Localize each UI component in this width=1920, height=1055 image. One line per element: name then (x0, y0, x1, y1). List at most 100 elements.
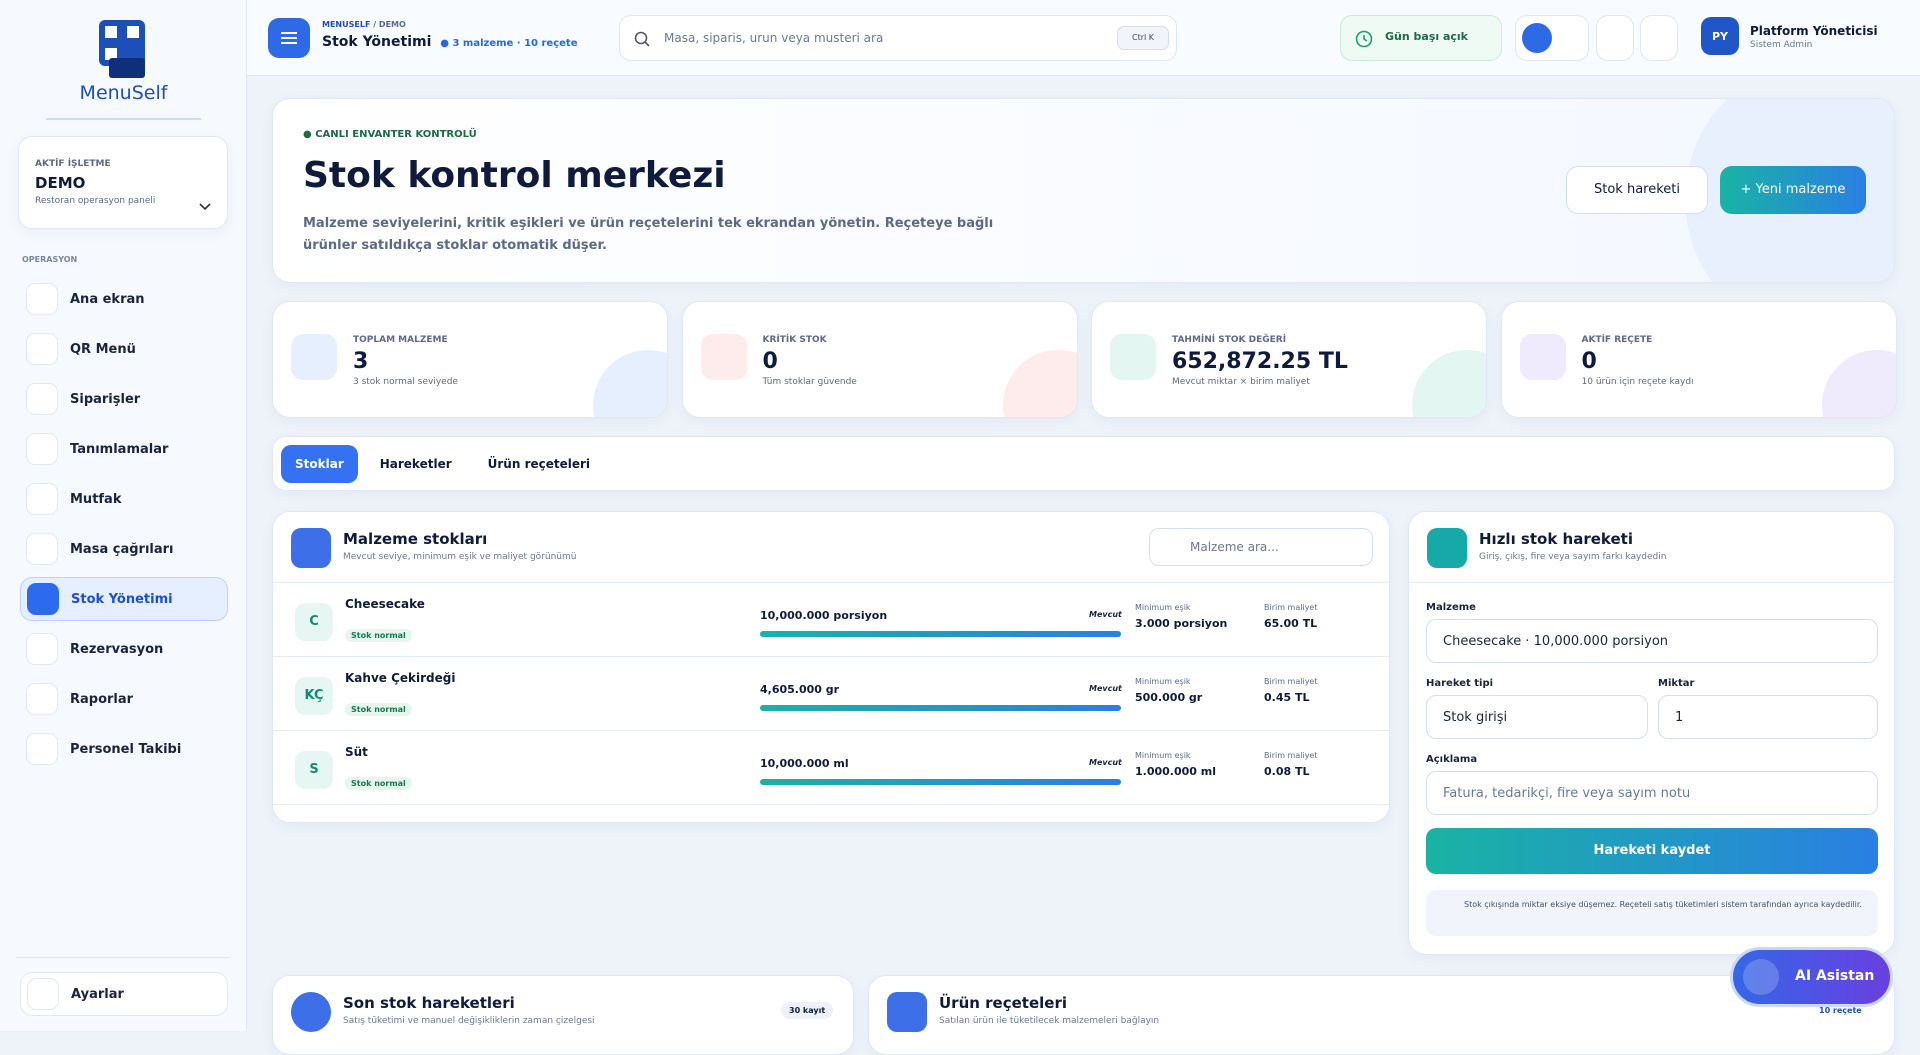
theme-toggle[interactable] (1515, 15, 1589, 61)
calendar[interactable] (1640, 15, 1678, 61)
crumb: MENUSELF (322, 20, 371, 29)
stock-bar (760, 631, 1121, 637)
business-name: DEMO (35, 174, 86, 192)
min-label: Minimum eşik (1135, 751, 1191, 760)
search[interactable]: Masa, siparis, urun veya musteri ara Ctr… (619, 15, 1177, 61)
quantity-label: Mevcut (1089, 684, 1122, 693)
user-menu[interactable]: PY Platform Yöneticisi Sistem Admin (1701, 15, 1909, 61)
stat-value: 0 (1581, 349, 1597, 374)
crumb: / (373, 20, 377, 29)
amount-input[interactable]: 1 (1658, 695, 1878, 739)
stat-note: Tüm stoklar güvende (762, 377, 857, 387)
divider (16, 957, 230, 958)
tab[interactable]: Hareketler (379, 457, 452, 471)
nav-item[interactable]: Ana ekran (20, 277, 228, 321)
hero: ● CANLI ENVANTER KONTROLÜ Stok kontrol m… (272, 98, 1895, 283)
nav-item[interactable]: Stok Yönetimi (20, 577, 228, 621)
panel-icon (1427, 528, 1467, 568)
stock-search[interactable]: Malzeme ara... (1149, 528, 1373, 566)
panel-title: Hızlı stok hareketi (1479, 530, 1633, 548)
nav-item[interactable]: Rezervasyon (20, 627, 228, 671)
settings-label: Ayarlar (71, 986, 124, 1002)
nav-label: Mutfak (70, 491, 122, 507)
nav-item[interactable]: Mutfak (20, 477, 228, 521)
ai-assistant[interactable]: AI Asistan (1730, 947, 1893, 1007)
stat-note: Mevcut miktar × birim maliyet (1172, 377, 1310, 387)
panel-icon (887, 992, 927, 1032)
section-label: OPERASYON (22, 255, 78, 264)
stat-label: TAHMİNİ STOK DEĞERİ (1172, 335, 1287, 345)
meta-text: 3 malzeme · 10 reçete (452, 38, 578, 49)
user-name: Platform Yöneticisi (1750, 24, 1878, 38)
ai-icon (1743, 959, 1779, 995)
item-quantity: 4,605.000 gr (760, 683, 840, 696)
status[interactable]: Gün başı açık (1340, 15, 1502, 61)
search-placeholder: Masa, siparis, urun veya musteri ara (664, 31, 884, 45)
business-label: AKTİF İŞLETME (35, 159, 111, 169)
badge-text: CANLI ENVANTER KONTROLÜ (315, 129, 477, 140)
stat-icon (1519, 334, 1566, 380)
label: Malzeme (1426, 602, 1476, 613)
decor (1821, 350, 1896, 417)
item-status: Stok normal (345, 703, 412, 716)
tab[interactable]: Stoklar (281, 445, 358, 483)
stat-label: TOPLAM MALZEME (353, 335, 448, 345)
movements-panel: Son stok hareketleri Satış tüketimi ve m… (272, 975, 854, 1055)
nav-item[interactable]: Masa çağrıları (20, 527, 228, 571)
brand: MenuSelf (79, 82, 168, 104)
cost-label: Birim maliyet (1264, 603, 1318, 612)
notifications[interactable] (1596, 15, 1634, 61)
type-select[interactable]: Stok girişi (1426, 695, 1648, 739)
tab[interactable]: Ürün reçeteleri (487, 457, 591, 471)
meta: ● 3 malzeme · 10 reçete (440, 38, 578, 49)
menu-button[interactable] (268, 18, 310, 58)
stat-card: TAHMİNİ STOK DEĞERİ 652,872.25 TL Mevcut m… (1091, 301, 1487, 418)
stock-row: KÇ Kahve Çekirdeği Stok normal 4,605.000 gr… (273, 657, 1389, 731)
nav-icon (26, 533, 58, 565)
panel-title: Malzeme stokları (343, 530, 488, 548)
item-initial: C (295, 603, 333, 641)
settings-icon (27, 978, 59, 1010)
stat-label: KRİTİK STOK (762, 335, 827, 345)
theme-light[interactable] (1522, 23, 1552, 53)
material-select[interactable]: Cheesecake · 10,000.000 porsiyon (1426, 619, 1878, 663)
settings[interactable]: Ayarlar (20, 972, 228, 1016)
nav-icon (26, 433, 58, 465)
stat-note: 10 ürün için reçete kaydı (1581, 377, 1694, 387)
nav-item[interactable]: Personel Takibi (20, 727, 228, 771)
avatar: PY (1701, 17, 1739, 55)
quantity-label: Mevcut (1089, 758, 1122, 767)
nav-icon (26, 383, 58, 415)
nav-icon (26, 333, 58, 365)
nav-item[interactable]: QR Menü (20, 327, 228, 371)
panel-title: Son stok hareketleri (343, 994, 515, 1012)
panel-title: Ürün reçeteleri (939, 994, 1067, 1012)
stat-icon (1110, 334, 1156, 380)
min-value: 1.000.000 ml (1135, 765, 1216, 778)
sidebar: MenuSelf AKTİF İŞLETME DEMO Restoran ope… (0, 0, 247, 1031)
hero-description: Malzeme seviyelerini, kritik eşikleri ve… (303, 216, 994, 253)
shortcut: Ctrl K (1117, 26, 1169, 50)
item-initial: S (295, 751, 333, 789)
item-status: Stok normal (345, 629, 412, 642)
new-material-button[interactable]: + Yeni malzeme (1720, 166, 1866, 214)
nav-label: Tanımlamalar (70, 441, 169, 457)
business-card[interactable]: AKTİF İŞLETME DEMO Restoran operasyon pa… (18, 136, 228, 229)
quick-panel: Hızlı stok hareketi Giriş, çıkış, fire v… (1408, 511, 1895, 955)
stat-value: 3 (353, 349, 369, 374)
min-label: Minimum eşik (1135, 677, 1191, 686)
nav-item[interactable]: Tanımlamalar (20, 427, 228, 471)
submit-button[interactable]: Hareketi kaydet (1426, 828, 1878, 874)
movement-button[interactable]: Stok hareketi (1566, 166, 1708, 214)
label: Hareket tipi (1426, 678, 1494, 689)
nav-item[interactable]: Siparişler (20, 377, 228, 421)
panel-subtitle: Mevcut seviye, minimum eşik ve maliyet g… (343, 552, 577, 562)
item-status: Stok normal (345, 777, 412, 790)
stat-card: AKTİF REÇETE 0 10 ürün için reçete kaydı (1500, 301, 1897, 418)
tabs: Stoklar Hareketler Ürün reçeteleri (272, 436, 1895, 491)
decor (1002, 350, 1077, 417)
note-input[interactable]: Fatura, tedarikçi, fire veya sayım notu (1426, 771, 1878, 815)
chevron (199, 203, 211, 211)
nav-item[interactable]: Raporlar (20, 677, 228, 721)
